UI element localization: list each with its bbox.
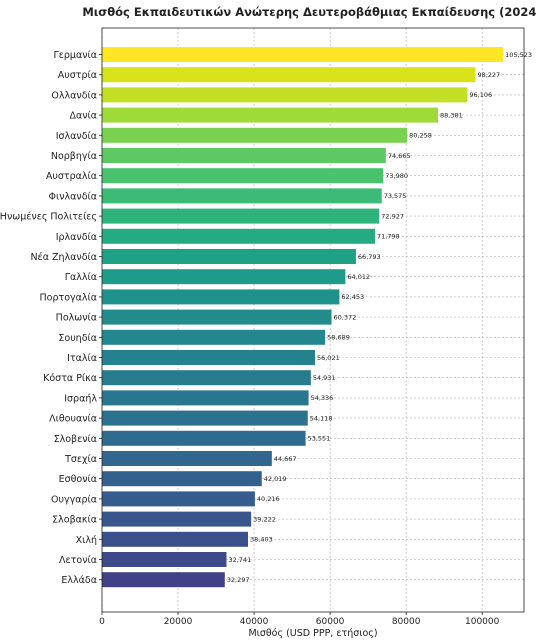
category-label: Πολωνία: [56, 313, 97, 324]
value-label: 54,931: [313, 374, 336, 382]
x-tick-label: 40000: [240, 617, 269, 627]
value-label: 53,551: [308, 435, 331, 443]
category-label: Γερμανία: [53, 50, 97, 61]
category-label: Ελλάδα: [61, 575, 97, 586]
value-label: 44,667: [274, 455, 297, 463]
category-label: Φινλανδία: [49, 191, 97, 202]
value-label: 60,372: [334, 313, 357, 321]
category-label: Νορβηγία: [51, 151, 97, 162]
value-label: 32,297: [227, 576, 250, 584]
bar: [102, 572, 225, 588]
category-label: Ισραήλ: [64, 393, 97, 404]
value-label: 54,118: [310, 414, 333, 422]
category-labels: Γερμανία Αυστρία Ολλανδία Δανία Ισλανδία Νορβ…: [0, 50, 97, 586]
value-label: 66,793: [358, 253, 381, 261]
bar: [102, 269, 346, 285]
axes: 0 20000 40000 60000 80000 100000: [99, 27, 525, 627]
value-label: 58,689: [327, 334, 350, 342]
value-label: 62,453: [341, 293, 364, 301]
category-label: Τσεχία: [64, 454, 97, 465]
bar: [102, 47, 504, 62]
bar: [102, 552, 227, 567]
category-label: Κόστα Ρίκα: [43, 373, 97, 384]
category-label: Ουγγαρία: [51, 494, 97, 505]
bar: [102, 67, 476, 83]
bar: [102, 208, 380, 224]
category-label: Λιθουανία: [49, 414, 97, 425]
bar: [102, 148, 386, 163]
value-label: 39,222: [253, 515, 276, 523]
category-label: Χιλή: [76, 535, 97, 546]
x-tick-label: 80000: [392, 617, 421, 627]
bar: [102, 168, 384, 184]
value-label: 72,927: [381, 212, 404, 220]
bar: [102, 228, 375, 244]
value-labels: 105,523 98,227 96,106 88,381 80,258 74,665 73,…: [227, 51, 532, 584]
category-label: Ηνωμένες Πολιτείες: [0, 212, 97, 223]
bar: [102, 410, 308, 426]
value-label: 71,798: [377, 233, 400, 241]
bar: [102, 188, 382, 204]
value-label: 98,227: [477, 71, 500, 79]
value-label: 32,741: [228, 556, 251, 564]
category-label: Πορτογαλία: [39, 292, 97, 303]
bar: [102, 107, 439, 123]
category-label: Δανία: [69, 111, 97, 122]
bar: [102, 127, 408, 143]
category-label: Σουηδία: [58, 333, 97, 344]
bar: [102, 390, 309, 406]
category-label: Αυστραλία: [46, 171, 97, 182]
value-label: 74,665: [388, 152, 411, 160]
x-axis-title: Μισθός (USD PPP, ετήσιος): [248, 628, 377, 639]
category-label: Ιρλανδία: [56, 232, 97, 243]
bars: [102, 47, 504, 588]
bar: [102, 491, 255, 507]
value-label: 56,021: [317, 354, 340, 362]
category-label: Λετονία: [59, 555, 97, 566]
value-label: 80,258: [409, 132, 432, 140]
chart-title: Μισθός Εκπαιδευτικών Ανώτερης Δευτεροβάθ…: [82, 5, 537, 19]
plot-frame: [101, 27, 525, 613]
value-label: 54,336: [311, 394, 334, 402]
bar: [102, 370, 311, 386]
category-label: Νέα Ζηλανδία: [30, 252, 97, 263]
x-tick-label: 100000: [465, 617, 500, 627]
bar: [102, 511, 252, 527]
bar: [102, 430, 306, 446]
bar: [102, 249, 356, 264]
category-label: Σλοβακία: [52, 515, 97, 526]
bar: [102, 87, 468, 103]
bar: [102, 350, 315, 365]
value-label: 105,523: [505, 51, 532, 59]
category-label: Ολλανδία: [51, 90, 97, 101]
bar: [102, 309, 332, 325]
value-label: 64,012: [347, 273, 370, 281]
bar: [102, 471, 262, 487]
bar: [102, 329, 326, 345]
value-label: 96,106: [469, 91, 492, 99]
value-label: 42,019: [264, 475, 287, 483]
value-label: 38,403: [250, 536, 273, 544]
bar: [102, 531, 249, 547]
category-label: Αυστρία: [58, 70, 97, 81]
x-tick-label: 0: [99, 617, 105, 627]
value-label: 40,216: [257, 495, 280, 503]
category-label: Ιταλία: [67, 353, 97, 364]
category-label: Εσθονία: [59, 474, 97, 485]
category-label: Σλοβενία: [54, 434, 97, 445]
bar: [102, 451, 272, 466]
value-label: 73,575: [384, 192, 407, 200]
category-label: Γαλλία: [65, 272, 97, 283]
category-label: Ισλανδία: [56, 131, 97, 142]
value-label: 73,980: [385, 172, 408, 180]
x-tick-label: 60000: [316, 617, 345, 627]
x-tick-label: 20000: [164, 617, 193, 627]
value-label: 88,381: [440, 111, 463, 119]
bar: [102, 289, 340, 305]
